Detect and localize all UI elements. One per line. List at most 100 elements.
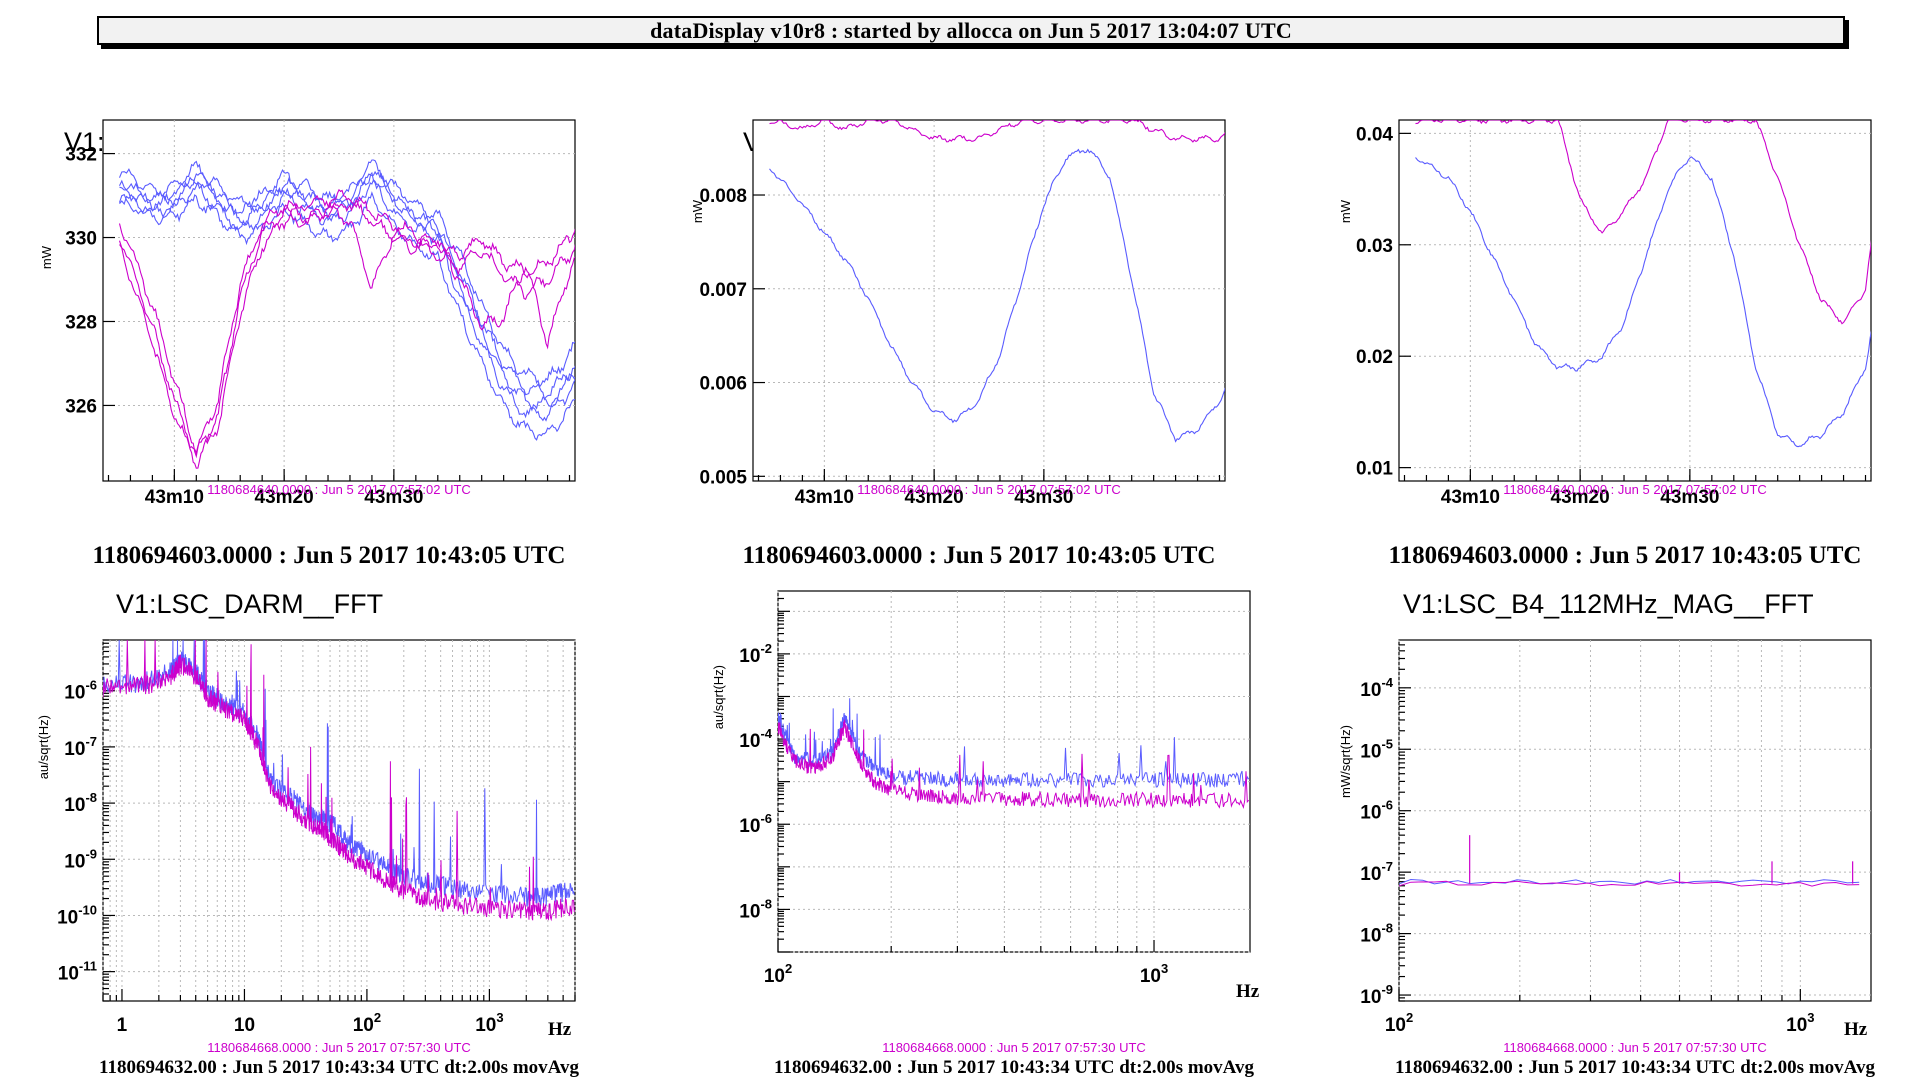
tick-marks — [777, 597, 1155, 953]
panel-b4-112mhz-fft: V1:LSC_B4_112MHz_MAG__FFT mW/sqrt(Hz) 102 1… — [1296, 585, 1916, 1081]
y-tick-label: 326 — [65, 396, 97, 417]
reference-timestamp: 1180684640.0000 : Jun 5 2017 07:57:02 UT… — [207, 482, 471, 497]
x-tick-label: 102 — [764, 961, 792, 987]
y-axis-label: mW — [1338, 199, 1353, 223]
y-tick-label: 0.006 — [699, 374, 747, 395]
x-tick-label: 10 — [234, 1015, 255, 1036]
y-tick-label: 0.008 — [699, 186, 747, 207]
y-tick-label: 0.02 — [1356, 347, 1393, 368]
chart-title: V1:LSC_B4_112MHz_MAG__FFT — [1403, 589, 1814, 619]
y-tick-label: 10-8 — [64, 790, 97, 816]
panel-darm-fft: V1:LSC_DARM__FFT au/sqrt(Hz) 1 10 102 103 10-1… — [0, 585, 620, 1081]
title-bar: dataDisplay v10r8 : started by allocca o… — [97, 16, 1845, 45]
series-line-6 — [118, 199, 575, 459]
y-tick-label: 10-7 — [1360, 859, 1393, 885]
title-text: dataDisplay v10r8 : started by allocca o… — [650, 17, 1292, 43]
grid-lines — [1399, 120, 1871, 481]
x-tick-label: 103 — [1140, 961, 1168, 987]
tick-labels: 43m10 43m20 43m30 0.01 0.02 0.03 0.04 — [1356, 124, 1719, 508]
series-line-5 — [119, 188, 575, 469]
x-axis-unit: Hz — [1844, 1019, 1868, 1040]
y-tick-label: 10-6 — [64, 678, 97, 704]
chart-mich-fft: V1:LSC_MICH__FFTau/sqrt(Hz)10210310-810-… — [711, 589, 1260, 1078]
y-tick-label: 0.04 — [1356, 124, 1393, 145]
series-group — [1399, 835, 1860, 887]
tick-marks — [1398, 644, 1801, 1002]
x-tick-label: 43m10 — [145, 487, 204, 508]
x-tick-label: 43m30 — [1014, 487, 1073, 508]
y-tick-label: 10-9 — [64, 846, 97, 872]
y-tick-label: 10-8 — [739, 896, 772, 922]
series-line-1 — [1415, 120, 1871, 325]
panel-mich-fft: V1:LSC_MICH__FFTau/sqrt(Hz)10210310-810-… — [648, 585, 1268, 1081]
tick-marks — [103, 152, 571, 481]
reference-timestamp: 1180684640.0000 : Jun 5 2017 07:57:02 UT… — [857, 482, 1121, 497]
y-tick-label: 0.007 — [699, 280, 747, 301]
x-tick-label: 43m10 — [795, 487, 854, 508]
footer-timestamp: 1180694603.0000 : Jun 5 2017 10:43:05 UT… — [1389, 542, 1862, 569]
y-tick-label: 0.005 — [699, 467, 747, 488]
footer-timestamp: 1180694632.00 : Jun 5 2017 10:43:34 UTC … — [99, 1057, 579, 1078]
tick-labels: 102 103 10-8 10-6 10-4 10-2 — [739, 641, 1168, 987]
x-axis-unit: Hz — [1236, 981, 1260, 1002]
reference-timestamp: 1180684668.0000 : Jun 5 2017 07:57:30 UT… — [1503, 1040, 1767, 1055]
series-line-3 — [118, 191, 575, 441]
x-tick-label: 43m30 — [364, 487, 423, 508]
y-tick-label: 330 — [65, 229, 97, 250]
series-line-1 — [769, 120, 1225, 143]
panel-b7-dc-time: V1:LSC_B7_DC__TIMEmW43m1043m2043m3032632… — [0, 60, 620, 575]
tick-marks — [102, 639, 576, 1002]
panel-b4-12mhz-time: V1:LSC_B4_12MHz_MAG__TIMEmW43m1043m2043m… — [1296, 60, 1916, 575]
panel-b4-112mhz-time: V1:LSC_B4_112MHz_MAG__TIMEmW43m1043m2043… — [648, 60, 1258, 575]
series-line-1 — [778, 719, 1250, 810]
series-group — [769, 120, 1225, 443]
footer-timestamp: 1180694632.00 : Jun 5 2017 10:43:34 UTC … — [1395, 1057, 1875, 1078]
x-tick-label: 103 — [475, 1010, 503, 1036]
footer-timestamp: 1180694603.0000 : Jun 5 2017 10:43:05 UT… — [743, 542, 1216, 569]
x-tick-label: 1 — [117, 1015, 128, 1036]
series-group — [103, 640, 575, 922]
reference-timestamp: 1180684640.0000 : Jun 5 2017 07:57:02 UT… — [1503, 482, 1767, 497]
chart-darm-fft: V1:LSC_DARM__FFT au/sqrt(Hz) 1 10 102 103 10-1… — [36, 589, 579, 1078]
y-tick-label: 10-5 — [1360, 736, 1393, 762]
series-group — [118, 159, 575, 469]
chart-title: V1:LSC_DARM__FFT — [116, 589, 383, 619]
y-axis-label: mW/sqrt(Hz) — [1338, 725, 1353, 798]
chart-b7-dc-time: V1:LSC_B7_DC__TIMEmW43m1043m2043m3032632… — [39, 119, 576, 569]
series-line-0 — [1399, 878, 1860, 885]
y-tick-label: 10-4 — [739, 726, 772, 752]
series-line-1 — [1399, 880, 1860, 887]
tick-marks — [753, 194, 1221, 481]
plot-frame — [752, 119, 1226, 482]
plot-frame — [1398, 119, 1872, 482]
series-line-0 — [769, 148, 1225, 443]
y-axis-label: au/sqrt(Hz) — [36, 715, 51, 779]
tick-marks — [1399, 132, 1867, 481]
tick-labels: 43m10 43m20 43m30 326 328 330 332 — [65, 145, 423, 508]
tick-labels: 43m10 43m20 43m30 0.005 0.006 0.007 0.008 — [699, 186, 1073, 508]
plot-frame — [102, 119, 576, 482]
x-tick-label: 43m20 — [905, 487, 964, 508]
tick-labels: 102 103 10-9 10-8 10-7 10-6 10-5 10-4 — [1360, 675, 1814, 1036]
series-line-4 — [119, 171, 575, 412]
plot-frame — [777, 590, 1251, 953]
series-line-1 — [103, 640, 575, 922]
series-line-2 — [118, 159, 575, 388]
chart-b4-112mhz-time: V1:LSC_B4_112MHz_MAG__TIMEmW43m1043m2043… — [690, 119, 1226, 569]
grid-lines — [753, 120, 1225, 481]
x-tick-label: 43m10 — [1441, 487, 1500, 508]
series-group — [778, 698, 1250, 810]
x-tick-label: 103 — [1786, 1010, 1814, 1036]
x-tick-label: 102 — [1385, 1010, 1413, 1036]
reference-timestamp: 1180684668.0000 : Jun 5 2017 07:57:30 UT… — [207, 1040, 471, 1055]
tick-labels: 1 10 102 103 10-11 10-10 10-9 10-8 10-7 10-6 — [57, 678, 504, 1036]
y-tick-label: 10-4 — [1360, 675, 1393, 701]
y-tick-label: 10-7 — [64, 734, 97, 760]
x-tick-label: 43m20 — [1551, 487, 1610, 508]
y-tick-label: 10-9 — [1360, 982, 1393, 1008]
chart-b4-12mhz-time: V1:LSC_B4_12MHz_MAG__TIMEmW43m1043m2043m… — [1338, 119, 1872, 569]
y-tick-label: 10-8 — [1360, 921, 1393, 947]
x-tick-label: 102 — [353, 1010, 381, 1036]
y-tick-label: 10-2 — [739, 641, 772, 667]
series-line-0 — [1415, 156, 1871, 448]
